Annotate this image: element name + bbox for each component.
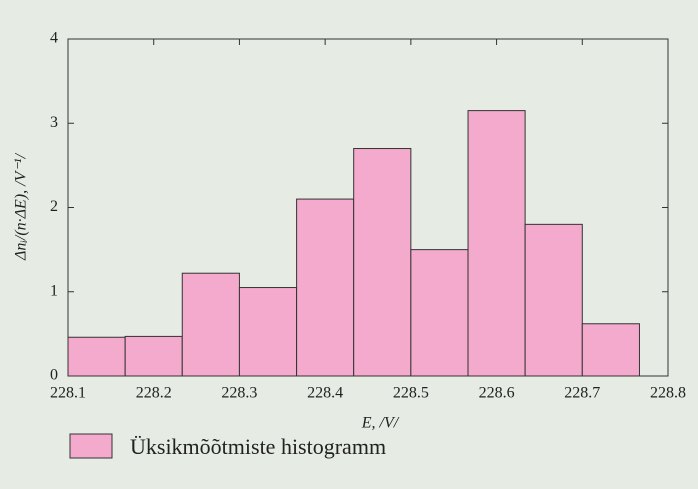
legend-swatch [69, 433, 113, 459]
x-tick-label: 228.5 [393, 385, 429, 402]
x-tick-label: 228.6 [479, 385, 515, 402]
histogram-bar [296, 198, 355, 377]
histogram-bar [353, 148, 412, 377]
y-tick-label: 2 [50, 198, 58, 215]
x-tick-label: 228.1 [50, 385, 86, 402]
y-axis-label: Δnᵢ/(n·ΔE), /V⁻¹/ [13, 152, 30, 261]
x-tick-label: 228.3 [221, 385, 257, 402]
histogram-bar [181, 272, 240, 377]
histogram-bar [410, 249, 469, 377]
histogram-bar [124, 335, 183, 377]
y-tick-label: 0 [50, 367, 58, 384]
histogram-bar [524, 223, 583, 377]
histogram-bar [238, 287, 298, 377]
y-tick-label: 4 [50, 30, 58, 47]
histogram-bar [467, 110, 526, 377]
histogram-bar [581, 323, 640, 377]
x-axis-label: E, /V/ [361, 415, 400, 432]
x-tick-label: 228.8 [650, 385, 686, 402]
x-tick-label: 228.4 [307, 385, 343, 402]
histogram-bar [67, 336, 126, 377]
x-tick-label: 228.7 [564, 385, 600, 402]
legend-label: Üksikmõõtmiste histogramm [130, 434, 386, 459]
y-tick-label: 3 [50, 114, 58, 131]
y-tick-label: 1 [50, 282, 58, 299]
x-tick-label: 228.2 [136, 385, 172, 402]
